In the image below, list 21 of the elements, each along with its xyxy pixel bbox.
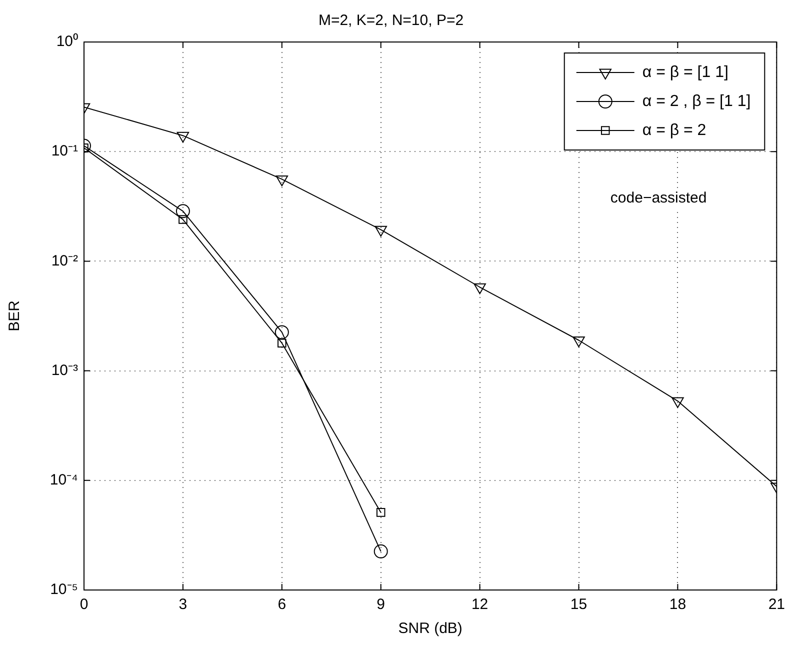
legend-label: α = 2 , β = [1 1] — [642, 92, 751, 110]
x-tick-label: 6 — [278, 596, 286, 614]
x-tick-label: 21 — [768, 596, 785, 614]
y-tick-label: 10⁻² — [51, 252, 78, 270]
y-tick-label: 10⁻¹ — [51, 142, 78, 160]
legend-label: α = β = [1 1] — [642, 64, 728, 81]
y-tick-label: 10⁰ — [56, 33, 78, 50]
y-tick-label: 10⁻⁴ — [50, 472, 78, 489]
x-axis-title: SNR (dB) — [398, 620, 462, 638]
x-tick-label: 15 — [570, 596, 588, 614]
y-tick-label: 10⁻⁵ — [50, 581, 78, 598]
legend-label: α = β = 2 — [642, 122, 706, 139]
x-tick-label: 12 — [471, 596, 488, 614]
x-tick-label: 9 — [376, 596, 386, 614]
chart-title: M=2, K=2, N=10, P=2 — [318, 12, 464, 30]
x-tick-label: 18 — [669, 596, 686, 614]
x-tick-label: 3 — [178, 596, 188, 614]
x-tick-label: 0 — [80, 596, 88, 614]
y-tick-label: 10⁻³ — [51, 362, 78, 379]
annotation: code−assisted — [610, 189, 707, 206]
y-axis-title: BER — [6, 300, 24, 332]
